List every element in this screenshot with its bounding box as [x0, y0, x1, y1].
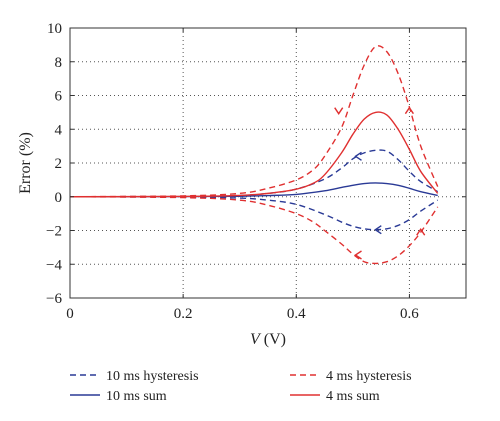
- series-line-10-ms-hysteresis-lower: [69, 196, 439, 231]
- series-line-10-ms-sum: [69, 182, 438, 198]
- y-tick-label: −6: [46, 291, 62, 307]
- direction-arrow-icon: [374, 225, 382, 235]
- series-line-4-ms-sum: [69, 111, 439, 198]
- direction-arrow-icon: [354, 250, 362, 260]
- legend-label: 10 ms hysteresis: [106, 369, 199, 384]
- legend-item-4-ms-sum: 4 ms sum: [290, 389, 380, 404]
- x-axis-variable: V: [250, 331, 262, 348]
- x-tick-label: 0.4: [287, 306, 306, 322]
- series-line-4-ms-hysteresis-upper: [69, 45, 439, 198]
- y-tick-label: 4: [55, 122, 63, 138]
- legend-label: 4 ms sum: [326, 389, 380, 404]
- direction-arrow-icon: [404, 106, 414, 115]
- direction-arrow-icon: [416, 227, 426, 236]
- legend: 10 ms hysteresis 10 ms sum 4 ms hysteresis…: [70, 369, 412, 404]
- legend-label: 4 ms hysteresis: [326, 369, 412, 384]
- direction-arrow-icon: [354, 151, 362, 161]
- y-axis-label: Error (%): [17, 132, 34, 194]
- series-layer: [69, 45, 439, 265]
- y-tick-label: 2: [55, 156, 63, 172]
- y-tick-label: 10: [47, 21, 62, 37]
- y-tick-label: 8: [55, 55, 63, 71]
- x-tick-label: 0.2: [174, 306, 193, 322]
- legend-item-10-ms-sum: 10 ms sum: [70, 389, 167, 404]
- x-tick-label: 0: [66, 306, 74, 322]
- series-line-10-ms-hysteresis-upper: [69, 149, 439, 198]
- series-line-4-ms-hysteresis-lower: [69, 196, 439, 265]
- grid: [70, 28, 466, 298]
- x-tick-label: 0.6: [400, 306, 419, 322]
- x-axis-unit: (V): [260, 331, 286, 348]
- legend-item-10-ms-hysteresis: 10 ms hysteresis: [70, 369, 199, 384]
- legend-label: 10 ms sum: [106, 389, 167, 404]
- y-tick-label: 6: [55, 89, 63, 105]
- ticks: 0 0.2 0.4 0.6 −6 −4 −2 0 2 4 6 8 10: [46, 21, 466, 322]
- y-tick-label: −2: [46, 224, 62, 240]
- y-tick-label: 0: [55, 190, 63, 206]
- legend-item-4-ms-hysteresis: 4 ms hysteresis: [290, 369, 412, 384]
- y-tick-label: −4: [46, 257, 62, 273]
- direction-arrow-icon: [334, 107, 344, 115]
- x-axis-label: V (V): [250, 331, 286, 348]
